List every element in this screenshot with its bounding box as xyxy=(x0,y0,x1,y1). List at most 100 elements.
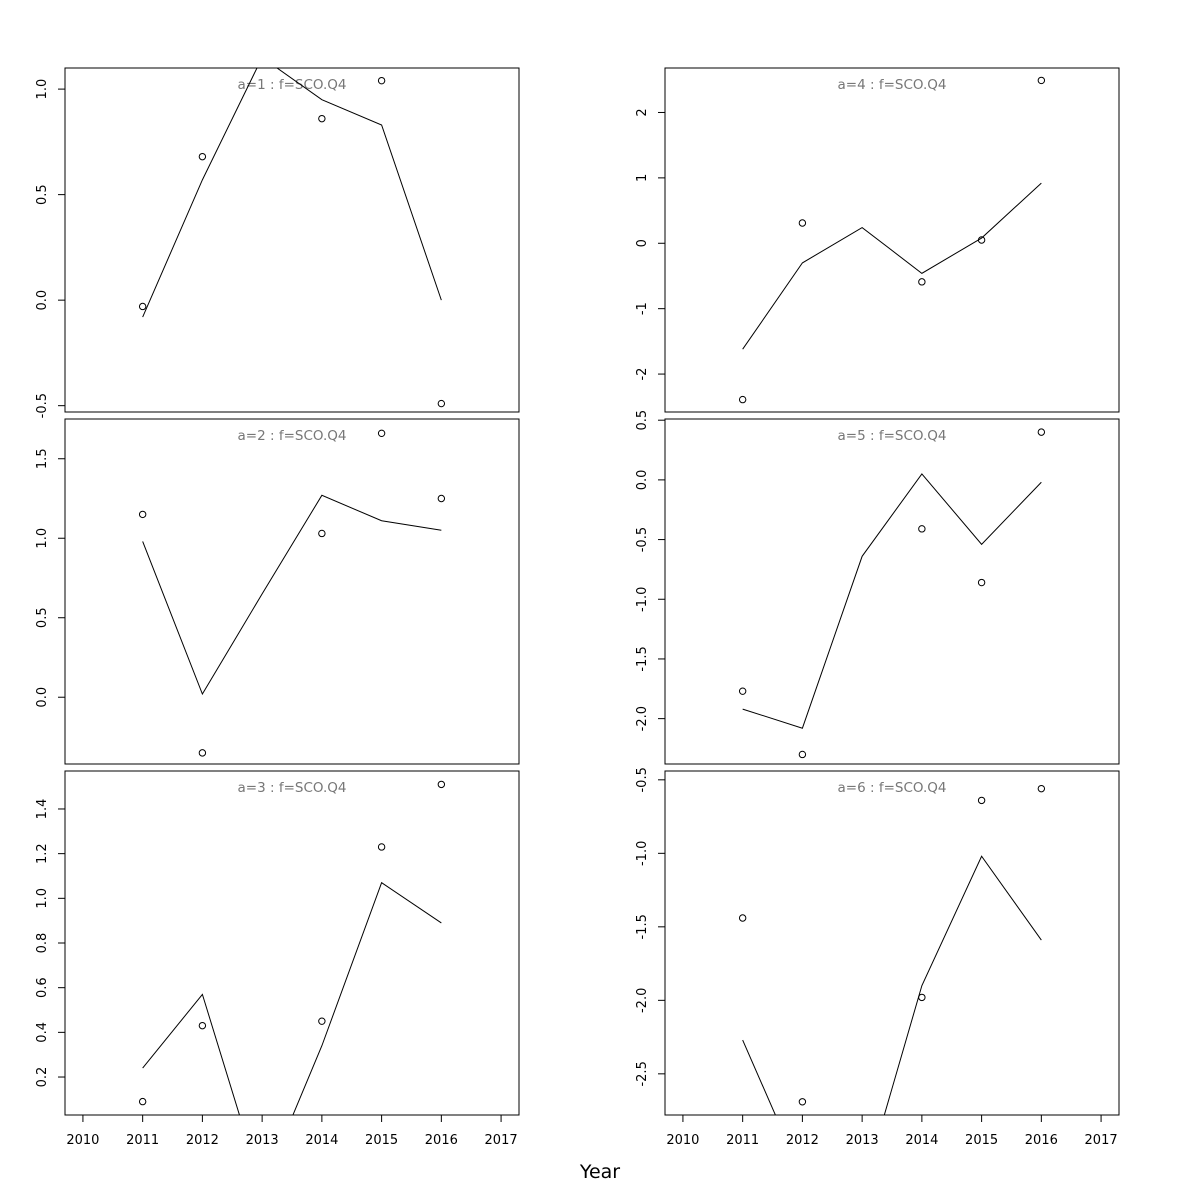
data-point xyxy=(918,525,926,533)
y-tick-label: 0.0 xyxy=(635,470,650,491)
data-point xyxy=(318,114,326,123)
data-point xyxy=(437,494,446,503)
y-tick-label: 0.0 xyxy=(35,290,50,311)
x-tick-label: 2012 xyxy=(786,1133,819,1148)
data-point xyxy=(437,780,446,789)
data-point xyxy=(198,1021,207,1030)
x-axis-label: Year xyxy=(579,1161,620,1183)
x-tick-label: 2010 xyxy=(666,1133,699,1148)
x-tick-label: 2015 xyxy=(365,1133,398,1148)
y-tick-label: -0.5 xyxy=(635,767,650,792)
y-tick-label: 1.0 xyxy=(35,79,50,100)
panel-4: -2.0 -1.5 -1.0 -0.5 0.0 0.5 a=5 : f=SCO.Q4 xyxy=(635,410,1120,765)
data-point xyxy=(377,76,386,85)
panel-2: -2 -1 0 1 2 a=4 : f=SCO.Q4 xyxy=(635,67,1120,413)
data-point xyxy=(437,399,446,408)
x-tick-label: 2014 xyxy=(305,1133,338,1148)
panel-frame xyxy=(664,67,1120,413)
x-tick-label: 2014 xyxy=(905,1133,938,1148)
panel-title: a=2 : f=SCO.Q4 xyxy=(238,428,347,444)
panel-frame xyxy=(64,418,520,765)
plot-area xyxy=(738,784,1046,1115)
panel-title: a=6 : f=SCO.Q4 xyxy=(838,780,947,796)
data-point xyxy=(1037,428,1046,436)
x-tick-label: 2012 xyxy=(186,1133,219,1148)
y-tick-label: 1 xyxy=(635,174,650,182)
data-point xyxy=(738,687,747,695)
data-point xyxy=(918,278,926,286)
data-point xyxy=(198,749,207,757)
panel-title: a=1 : f=SCO.Q4 xyxy=(238,77,347,93)
y-tick-label: 0.0 xyxy=(35,687,50,708)
data-point xyxy=(977,796,986,805)
y-tick-label: 2 xyxy=(635,108,650,116)
x-tick-label: 2016 xyxy=(425,1133,458,1148)
panel-frame xyxy=(64,67,520,413)
y-tick-label: -0.5 xyxy=(635,527,650,552)
plot-area xyxy=(138,429,446,757)
x-tick-label: 2015 xyxy=(965,1133,998,1148)
panel-title: a=4 : f=SCO.Q4 xyxy=(838,77,947,93)
panel-6: -2.5 -2.0 -1.5 -1.0 -0.5 a=6 : f=SCO.Q4 2010 20… xyxy=(635,767,1120,1148)
data-point xyxy=(738,914,747,922)
data-point xyxy=(977,578,986,587)
x-tick-label: 2011 xyxy=(726,1133,759,1148)
y-tick-label: 0.6 xyxy=(35,977,50,998)
data-point xyxy=(318,529,326,538)
x-tick-label: 2013 xyxy=(846,1133,879,1148)
y-tick-label: 0.2 xyxy=(35,1067,50,1088)
series-line xyxy=(742,855,1042,1115)
y-tick-label: -1.5 xyxy=(635,914,650,939)
panel-5: 0.2 0.4 0.6 0.8 1.0 1.2 1.4 a=3 : f=SCO.Q4 2010 2… xyxy=(35,770,520,1148)
y-tick-label: 0 xyxy=(635,239,650,247)
x-tick-label: 2016 xyxy=(1025,1133,1058,1148)
data-point xyxy=(977,236,986,244)
y-tick-label: -1.0 xyxy=(635,841,650,866)
plot-area xyxy=(738,76,1046,404)
plot-area xyxy=(138,780,446,1115)
plot-area xyxy=(138,68,446,408)
data-point xyxy=(318,1017,326,1025)
panel-1: -0.5 0.0 0.5 1.0 a=1 : f=SCO.Q4 xyxy=(35,67,520,418)
x-tick-label: 2013 xyxy=(246,1133,279,1148)
data-point xyxy=(798,219,807,227)
x-tick-label: 2017 xyxy=(485,1133,518,1148)
panels-group: -0.5 0.0 0.5 1.0 a=1 : f=SCO.Q4 -2 -1 0 1 2 a=4 : … xyxy=(35,67,1120,1148)
data-point xyxy=(1037,76,1046,85)
data-point xyxy=(1037,784,1046,793)
x-tick-label: 2010 xyxy=(66,1133,99,1148)
data-point xyxy=(798,750,807,759)
y-tick-label: 0.8 xyxy=(35,933,50,954)
y-tick-label: -1 xyxy=(635,302,650,315)
data-point xyxy=(377,843,386,851)
y-tick-label: -2.5 xyxy=(635,1061,650,1086)
y-tick-label: -2 xyxy=(635,368,650,381)
y-tick-label: 1.5 xyxy=(35,448,50,469)
y-tick-label: 1.2 xyxy=(35,843,50,864)
data-point xyxy=(198,152,207,161)
panel-title: a=3 : f=SCO.Q4 xyxy=(238,780,347,796)
y-tick-label: -1.5 xyxy=(635,646,650,671)
y-tick-label: -2.0 xyxy=(635,706,650,731)
panel-title: a=5 : f=SCO.Q4 xyxy=(838,428,947,444)
y-tick-label: -2.0 xyxy=(635,988,650,1013)
data-point xyxy=(918,993,926,1002)
data-point xyxy=(377,429,386,438)
data-point xyxy=(138,302,147,311)
data-point xyxy=(738,395,747,404)
data-point xyxy=(138,510,147,519)
y-tick-label: 0.5 xyxy=(635,410,650,431)
y-tick-label: 1.0 xyxy=(35,528,50,549)
panel-frame xyxy=(664,418,1120,765)
series-line xyxy=(742,182,1042,350)
y-tick-label: 1.4 xyxy=(35,799,50,820)
y-tick-label: 1.0 xyxy=(35,888,50,909)
x-tick-label: 2017 xyxy=(1085,1133,1118,1148)
x-tick-label: 2011 xyxy=(126,1133,159,1148)
y-tick-label: -0.5 xyxy=(35,393,50,418)
series-line xyxy=(742,473,1042,729)
y-tick-label: 0.5 xyxy=(35,184,50,205)
data-point xyxy=(138,1097,147,1106)
